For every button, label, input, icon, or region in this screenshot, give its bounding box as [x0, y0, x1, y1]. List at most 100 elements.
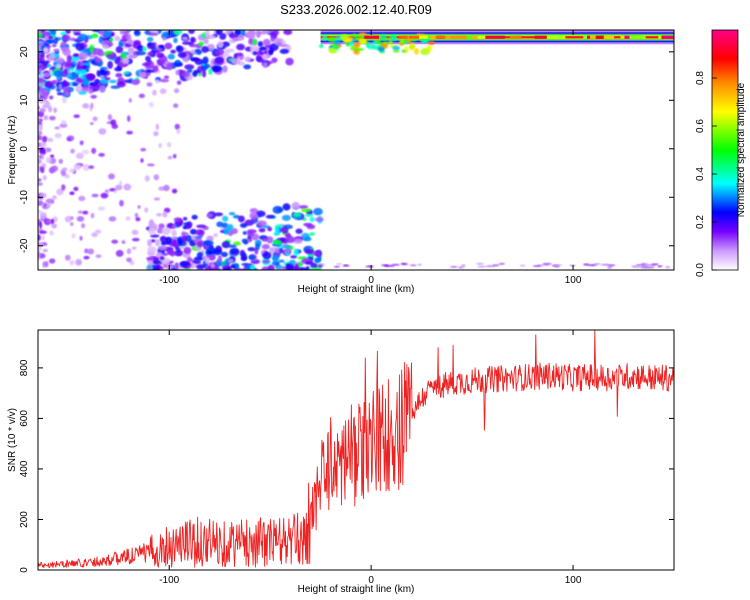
heatmap-cell	[134, 30, 140, 35]
heatmap-cell	[56, 92, 63, 96]
heatmap-cell	[126, 248, 132, 255]
heatmap-cell	[219, 33, 227, 40]
heatmap-cell	[38, 85, 41, 92]
colorbar: 0.0 0.2 0.4 0.6 0.8 Normalized spectral ampl…	[695, 29, 747, 277]
heatmap-cell	[206, 250, 214, 255]
heatmap-cell	[38, 250, 41, 258]
heatmap-cell	[42, 89, 49, 94]
heatmap-cell	[115, 45, 124, 54]
snr-series-line	[38, 330, 674, 569]
heatmap-cell	[71, 71, 80, 79]
carrier-segment	[620, 35, 625, 39]
heatmap-cell	[44, 36, 51, 40]
y-tick-label: -20	[19, 238, 30, 253]
heatmap-cell	[279, 48, 289, 54]
heatmap-cell	[186, 256, 193, 263]
heatmap-cell	[77, 68, 87, 76]
heatmap-cell	[113, 189, 117, 194]
heatmap-cell	[221, 262, 229, 266]
carrier-segment	[408, 35, 424, 39]
heatmap-cell	[39, 222, 43, 229]
colorbar-ticks: 0.0 0.2 0.4 0.6 0.8	[695, 71, 717, 277]
heatmap-cell	[162, 211, 168, 218]
heatmap-cell	[193, 69, 200, 74]
heatmap-cell	[38, 210, 43, 214]
heatmap-cell	[640, 266, 648, 269]
heatmap-cell	[178, 245, 185, 249]
snr-y-label: SNR (10 * v/v)	[7, 408, 18, 472]
heatmap-cell	[142, 46, 147, 52]
heatmap-cell	[46, 219, 52, 224]
heatmap-cell	[237, 215, 245, 223]
heatmap-cell	[255, 54, 262, 62]
heatmap-cell	[39, 107, 46, 113]
heatmap-cell	[148, 227, 156, 236]
heatmap-cell	[258, 227, 266, 233]
heatmap-cell	[256, 220, 267, 227]
heatmap-cell	[114, 66, 123, 72]
heatmap-cell	[140, 147, 147, 152]
heatmap-cell	[53, 70, 64, 78]
heatmap-cell	[91, 33, 99, 39]
heatmap-cell	[267, 226, 273, 232]
heatmap-cell	[75, 152, 84, 160]
heatmap-cell	[225, 30, 233, 34]
heatmap-cell	[61, 184, 66, 191]
heatmap-cell	[191, 234, 197, 241]
heatmap-cell	[519, 264, 526, 267]
heatmap-cell	[73, 114, 80, 118]
heatmap-cell	[156, 227, 164, 234]
heatmap-cell	[201, 45, 209, 53]
heatmap-cell	[161, 31, 171, 38]
heatmap-cell	[64, 60, 73, 68]
heatmap-cell	[206, 43, 215, 51]
heatmap-cell	[147, 42, 152, 47]
heatmap-cell	[69, 191, 75, 196]
heatmap-cell	[142, 62, 151, 67]
heatmap-cell	[600, 263, 610, 266]
heatmap-cell	[62, 97, 67, 104]
heatmap-cell	[100, 192, 109, 199]
heatmap-cell	[73, 164, 82, 171]
heatmap-x-label: Height of straight line (km)	[298, 284, 415, 295]
heatmap-cell	[139, 71, 147, 79]
heatmap-cell	[148, 32, 159, 36]
heatmap-cell	[294, 263, 299, 270]
heatmap-cell	[204, 256, 210, 265]
heatmap-cell	[38, 158, 42, 165]
heatmap-cell	[309, 232, 315, 236]
heatmap-cell	[121, 240, 126, 244]
heatmap-cell	[206, 235, 214, 242]
heatmap-cell	[126, 257, 132, 263]
heatmap-cell	[278, 248, 284, 254]
heatmap-cell	[146, 82, 153, 87]
heatmap-cell	[84, 248, 89, 254]
heatmap-cell	[81, 86, 90, 93]
heatmap-cell	[43, 101, 51, 108]
heatmap-cell	[90, 94, 97, 99]
heatmap-cell	[54, 57, 65, 64]
heatmap-cell	[154, 239, 161, 247]
colorbar-tick-label: 0.8	[695, 71, 706, 85]
heatmap-cell	[477, 265, 487, 268]
heatmap-cell	[359, 39, 367, 45]
y-tick-label: 10	[19, 94, 30, 106]
heatmap-cell	[248, 254, 256, 261]
heatmap-cell	[79, 140, 84, 146]
heatmap-cell	[39, 192, 47, 199]
heatmap-cell	[98, 128, 107, 135]
heatmap-cell	[291, 201, 300, 210]
carrier-segment	[435, 35, 446, 39]
heatmap-cell	[75, 77, 82, 83]
y-tick-label: 600	[19, 410, 30, 427]
heatmap-cell	[492, 264, 500, 267]
heatmap-cell	[188, 30, 195, 35]
y-tick-label: 200	[19, 511, 30, 528]
heatmap-cell	[45, 60, 51, 64]
heatmap-cell	[657, 265, 662, 268]
x-tick-label: -100	[159, 575, 179, 586]
heatmap-cell	[44, 82, 50, 87]
heatmap-cell	[234, 263, 240, 270]
heatmap-cell	[144, 207, 149, 213]
